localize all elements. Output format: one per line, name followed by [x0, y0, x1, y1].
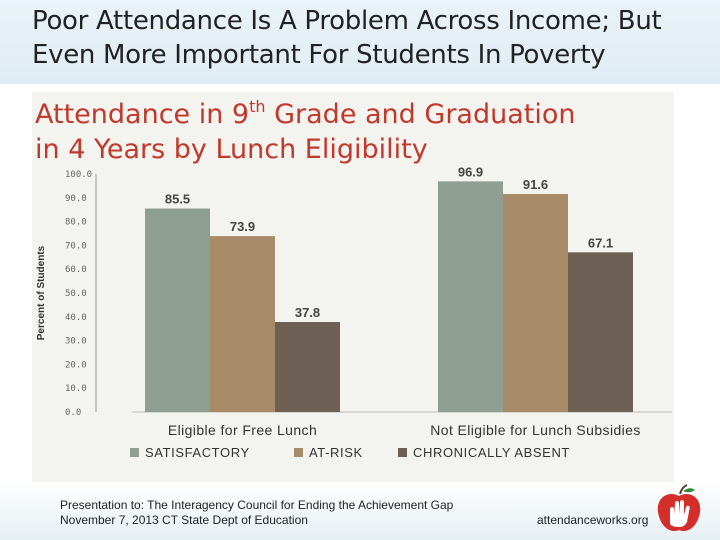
category-label: Eligible for Free Lunch	[168, 422, 317, 438]
chart-title-line-2: in 4 Years by Lunch Eligibility	[35, 134, 428, 165]
legend-swatch	[398, 448, 407, 457]
y-tick-label: 100.0	[65, 170, 92, 180]
y-tick-label: 50.0	[65, 289, 87, 299]
data-label: 96.9	[458, 164, 483, 179]
y-tick-label: 70.0	[65, 241, 87, 251]
legend-swatch	[130, 448, 139, 457]
legend-label: SATISFACTORY	[145, 445, 250, 460]
legend-label: CHRONICALLY ABSENT	[413, 445, 570, 460]
footer-date-line: November 7, 2013 CT State Dept of Educat…	[60, 513, 308, 527]
data-label: 91.6	[523, 177, 548, 192]
y-tick-label: 80.0	[65, 218, 87, 228]
bar-chronically-absent-2	[568, 252, 633, 412]
data-label: 73.9	[230, 219, 255, 234]
category-label: Not Eligible for Lunch Subsidies	[430, 422, 640, 438]
y-tick-label: 10.0	[65, 384, 87, 394]
legend-label: AT-RISK	[309, 445, 363, 460]
data-label: 85.5	[165, 192, 190, 207]
chart-panel: Attendance in 9th Grade and Graduation i…	[32, 92, 674, 482]
bar-at-risk-1	[210, 236, 275, 412]
y-tick-label: 0.0	[65, 408, 81, 418]
slide-title-line-2: Even More Important For Students In Pove…	[32, 40, 606, 70]
bar-satisfactory-1	[145, 208, 210, 412]
y-tick-label: 60.0	[65, 265, 87, 275]
bar-satisfactory-2	[438, 181, 503, 412]
y-tick-label: 90.0	[65, 194, 87, 204]
legend-swatch	[294, 448, 303, 457]
footer-presentation-line: Presentation to: The Interagency Council…	[60, 498, 454, 512]
footer-website: attendanceworks.org	[537, 513, 649, 527]
slide-title-line-1: Poor Attendance Is A Problem Across Inco…	[32, 6, 662, 36]
y-axis-title: Percent of Students	[36, 245, 47, 340]
bar-at-risk-2	[503, 193, 568, 412]
data-label: 37.8	[295, 305, 320, 320]
data-label: 67.1	[588, 235, 613, 250]
bar-chronically-absent-1	[275, 322, 340, 412]
bar-chart: Attendance in 9th Grade and Graduation i…	[35, 97, 672, 460]
y-tick-label: 30.0	[65, 337, 87, 347]
slide-footer: Presentation to: The Interagency Council…	[0, 482, 720, 540]
chart-title-line-1: Attendance in 9th Grade and Graduation	[35, 97, 575, 130]
y-tick-label: 40.0	[65, 313, 87, 323]
apple-hand-logo-icon	[657, 484, 701, 532]
slide-header: Poor Attendance Is A Problem Across Inco…	[0, 0, 720, 84]
y-tick-label: 20.0	[65, 360, 87, 370]
